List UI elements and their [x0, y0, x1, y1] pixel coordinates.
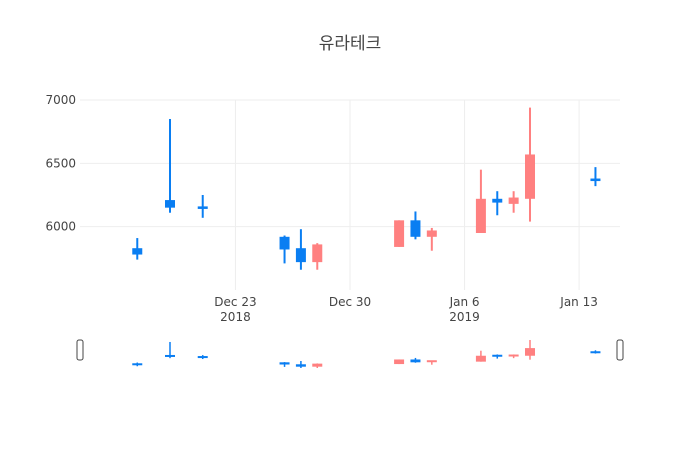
candle-decreasing	[132, 238, 143, 260]
slider-candle-body	[312, 363, 323, 367]
slider-candle	[295, 361, 306, 368]
candle-decreasing	[279, 235, 290, 264]
candle-body	[410, 220, 421, 237]
slider-candle	[525, 340, 535, 360]
chart-title: 유라테크	[319, 34, 382, 54]
slider-candle-body	[590, 351, 601, 354]
slider-candle-body	[426, 360, 437, 363]
candle-decreasing	[590, 167, 601, 187]
slider-candle-body	[492, 354, 503, 357]
candle-body	[475, 198, 486, 233]
slider-candle-body	[508, 354, 519, 357]
slider-candle	[590, 350, 601, 354]
x-tick-label: Jan 6	[449, 295, 480, 309]
slider-candle	[279, 362, 290, 367]
candle-body	[590, 178, 601, 182]
range-slider-right-handle[interactable]	[616, 339, 624, 361]
candle-body	[279, 236, 290, 250]
x-tick-year-label: 2018	[220, 310, 251, 324]
x-tick-label: Dec 23	[214, 295, 256, 309]
candle-decreasing	[410, 211, 421, 240]
candle-increasing	[394, 220, 405, 247]
slider-candle-body	[165, 354, 175, 357]
slider-candle-body	[410, 359, 421, 363]
candle-body	[394, 220, 405, 247]
slider-candle	[426, 360, 437, 365]
candle-body	[426, 230, 437, 237]
slider-candle-body	[132, 363, 143, 366]
slider-candle-body	[475, 355, 486, 362]
candle-body	[492, 198, 503, 203]
candle-body	[312, 244, 323, 263]
range-slider-left-handle[interactable]	[76, 339, 84, 361]
slider-candle	[165, 341, 175, 359]
candle-increasing	[508, 191, 519, 213]
candle-increasing	[426, 227, 437, 251]
slider-candle	[410, 357, 421, 363]
candle-body	[508, 197, 519, 204]
x-tick-label: Dec 30	[329, 295, 371, 309]
y-tick-label: 6500	[45, 156, 76, 170]
candle-decreasing	[295, 229, 306, 270]
y-tick-label: 6000	[45, 220, 76, 234]
slider-candle	[492, 354, 503, 359]
candle-body	[165, 200, 175, 208]
slider-candle	[508, 354, 519, 359]
slider-candle-body	[197, 356, 208, 359]
slider-candle-body	[394, 359, 405, 365]
candle-body	[295, 248, 306, 263]
slider-candle-body	[525, 348, 535, 356]
slider-candle	[475, 350, 486, 362]
candle-decreasing	[197, 195, 208, 218]
candle-increasing	[525, 107, 535, 222]
slider-candle	[394, 359, 405, 365]
slider-candle	[132, 362, 143, 367]
slider-candle	[312, 363, 323, 368]
y-tick-label: 7000	[45, 93, 76, 107]
candle-increasing	[312, 243, 323, 270]
candle-decreasing	[492, 191, 503, 216]
range-slider	[76, 339, 624, 368]
x-tick-label: Jan 13	[559, 295, 598, 309]
candle-increasing	[475, 169, 486, 233]
slider-candle-body	[295, 364, 306, 367]
candle-body	[525, 154, 535, 199]
candle-body	[197, 206, 208, 209]
candle-decreasing	[165, 119, 175, 213]
candle-body	[132, 248, 143, 255]
x-tick-year-label: 2019	[449, 310, 480, 324]
slider-candle-body	[279, 362, 290, 365]
slider-candle	[197, 355, 208, 360]
